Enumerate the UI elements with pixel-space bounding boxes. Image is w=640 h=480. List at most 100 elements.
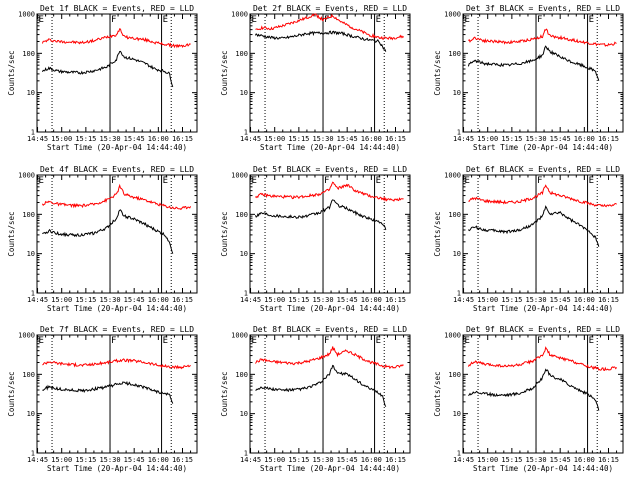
plot-frame (36, 334, 198, 454)
y-axis-label: Counts/sec (7, 50, 16, 95)
x-tick-label: 16:15 (172, 135, 193, 143)
chart-panel: Det 1f BLACK = Events, RED = LLD 1 10 100 10… (7, 4, 198, 152)
x-tick-label: 15:00 (477, 135, 498, 143)
plot-frame (462, 174, 624, 294)
x-tick-label: 15:00 (264, 456, 285, 464)
chart-panel: Det 4f BLACK = Events, RED = LLD 1 10 100 10… (7, 165, 198, 313)
chart-panel: Det 6f BLACK = Events, RED = LLD 1 10 100 10… (433, 165, 624, 313)
y-tick-label: 1000 (18, 172, 35, 180)
chart-panel: Det 9f BLACK = Events, RED = LLD 1 10 100 10… (433, 325, 624, 473)
x-tick-label: 16:00 (361, 135, 382, 143)
x-tick-label: 15:00 (477, 296, 498, 304)
x-tick-label: 14:45 (27, 456, 48, 464)
y-tick-label: 100 (22, 211, 35, 219)
x-tick-label: 15:15 (75, 135, 96, 143)
events-series-line (42, 380, 174, 404)
time-marker-label: E (252, 15, 257, 25)
y-tick-label: 10 (453, 250, 461, 258)
x-tick-label: 16:15 (598, 456, 619, 464)
events-series-line (254, 30, 387, 52)
time-marker-label: E (252, 176, 257, 186)
lld-series-line (41, 183, 192, 211)
lld-series-line (42, 358, 191, 370)
lld-series-line (468, 184, 617, 208)
x-tick-label: 15:00 (477, 456, 498, 464)
y-tick-label: 10 (453, 89, 461, 97)
x-tick-label: 15:15 (501, 296, 522, 304)
chart-title: Det 3f BLACK = Events, RED = LLD (466, 4, 620, 13)
y-axis-label: Counts/sec (7, 371, 16, 416)
lld-series-line (255, 181, 404, 202)
time-marker-label: E (163, 176, 168, 186)
chart-panel: Det 2f BLACK = Events, RED = LLD 1 10 100 10… (220, 4, 411, 152)
x-tick-label: 14:45 (27, 296, 48, 304)
y-tick-label: 100 (235, 371, 248, 379)
y-axis-label: Counts/sec (433, 371, 442, 416)
x-tick-label: 16:15 (385, 456, 406, 464)
x-tick-label: 15:30 (99, 296, 120, 304)
x-tick-label: 14:45 (453, 296, 474, 304)
x-tick-label: 15:30 (312, 135, 333, 143)
x-tick-label: 14:45 (240, 296, 261, 304)
time-marker-label: E (163, 336, 168, 346)
y-tick-label: 100 (448, 50, 461, 58)
chart-title: Det 8f BLACK = Events, RED = LLD (253, 325, 407, 334)
x-tick-label: 15:00 (51, 456, 72, 464)
x-tick-label: 15:45 (550, 135, 571, 143)
x-axis-label: Start Time (20-Apr-04 14:44:40) (260, 304, 400, 313)
x-tick-label: 15:45 (337, 135, 358, 143)
x-tick-label: 16:15 (385, 135, 406, 143)
x-tick-label: 15:45 (124, 456, 145, 464)
y-tick-label: 100 (235, 50, 248, 58)
x-tick-label: 15:45 (337, 296, 358, 304)
x-tick-label: 15:00 (51, 296, 72, 304)
x-axis-label: Start Time (20-Apr-04 14:44:40) (473, 143, 613, 152)
x-tick-label: 14:45 (27, 135, 48, 143)
time-marker-label: F (324, 176, 329, 186)
x-tick-label: 15:45 (550, 456, 571, 464)
lld-series-line (467, 346, 618, 371)
events-series-line (468, 205, 600, 247)
x-tick-label: 16:15 (385, 296, 406, 304)
y-tick-label: 1000 (444, 11, 461, 19)
events-series-line (255, 364, 387, 407)
time-marker-label: E (376, 336, 381, 346)
y-tick-label: 100 (235, 211, 248, 219)
chart-title: Det 6f BLACK = Events, RED = LLD (466, 165, 620, 174)
y-tick-label: 10 (27, 89, 35, 97)
lld-series-line (468, 28, 617, 47)
x-tick-label: 15:15 (288, 135, 309, 143)
events-series-line (254, 199, 387, 231)
plot-frame (249, 13, 411, 133)
lld-series-line (255, 13, 404, 41)
y-tick-label: 1000 (231, 332, 248, 340)
y-tick-label: 1000 (18, 332, 35, 340)
chart-panel: Det 8f BLACK = Events, RED = LLD 1 10 100 10… (220, 325, 411, 473)
y-axis-label: Counts/sec (220, 211, 229, 256)
y-tick-label: 10 (453, 410, 461, 418)
y-tick-label: 10 (240, 89, 248, 97)
chart-title: Det 5f BLACK = Events, RED = LLD (253, 165, 407, 174)
plot-frame (249, 174, 411, 294)
x-tick-label: 16:15 (172, 296, 193, 304)
time-marker-label: E (589, 336, 594, 346)
x-tick-label: 15:30 (525, 456, 546, 464)
y-tick-label: 10 (27, 410, 35, 418)
y-tick-label: 100 (448, 371, 461, 379)
x-tick-label: 15:30 (525, 135, 546, 143)
x-tick-label: 15:30 (312, 296, 333, 304)
events-series-line (42, 209, 174, 254)
y-tick-label: 1 (457, 290, 461, 298)
time-marker-label: E (465, 176, 470, 186)
y-tick-label: 1 (31, 450, 35, 458)
x-tick-label: 15:00 (264, 135, 285, 143)
x-tick-label: 15:30 (312, 456, 333, 464)
time-marker-label: F (324, 336, 329, 346)
x-axis-label: Start Time (20-Apr-04 14:44:40) (473, 464, 613, 473)
y-tick-label: 100 (448, 211, 461, 219)
x-tick-label: 15:45 (337, 456, 358, 464)
time-marker-label: F (111, 336, 116, 346)
y-tick-label: 100 (22, 371, 35, 379)
x-tick-label: 16:00 (148, 135, 169, 143)
